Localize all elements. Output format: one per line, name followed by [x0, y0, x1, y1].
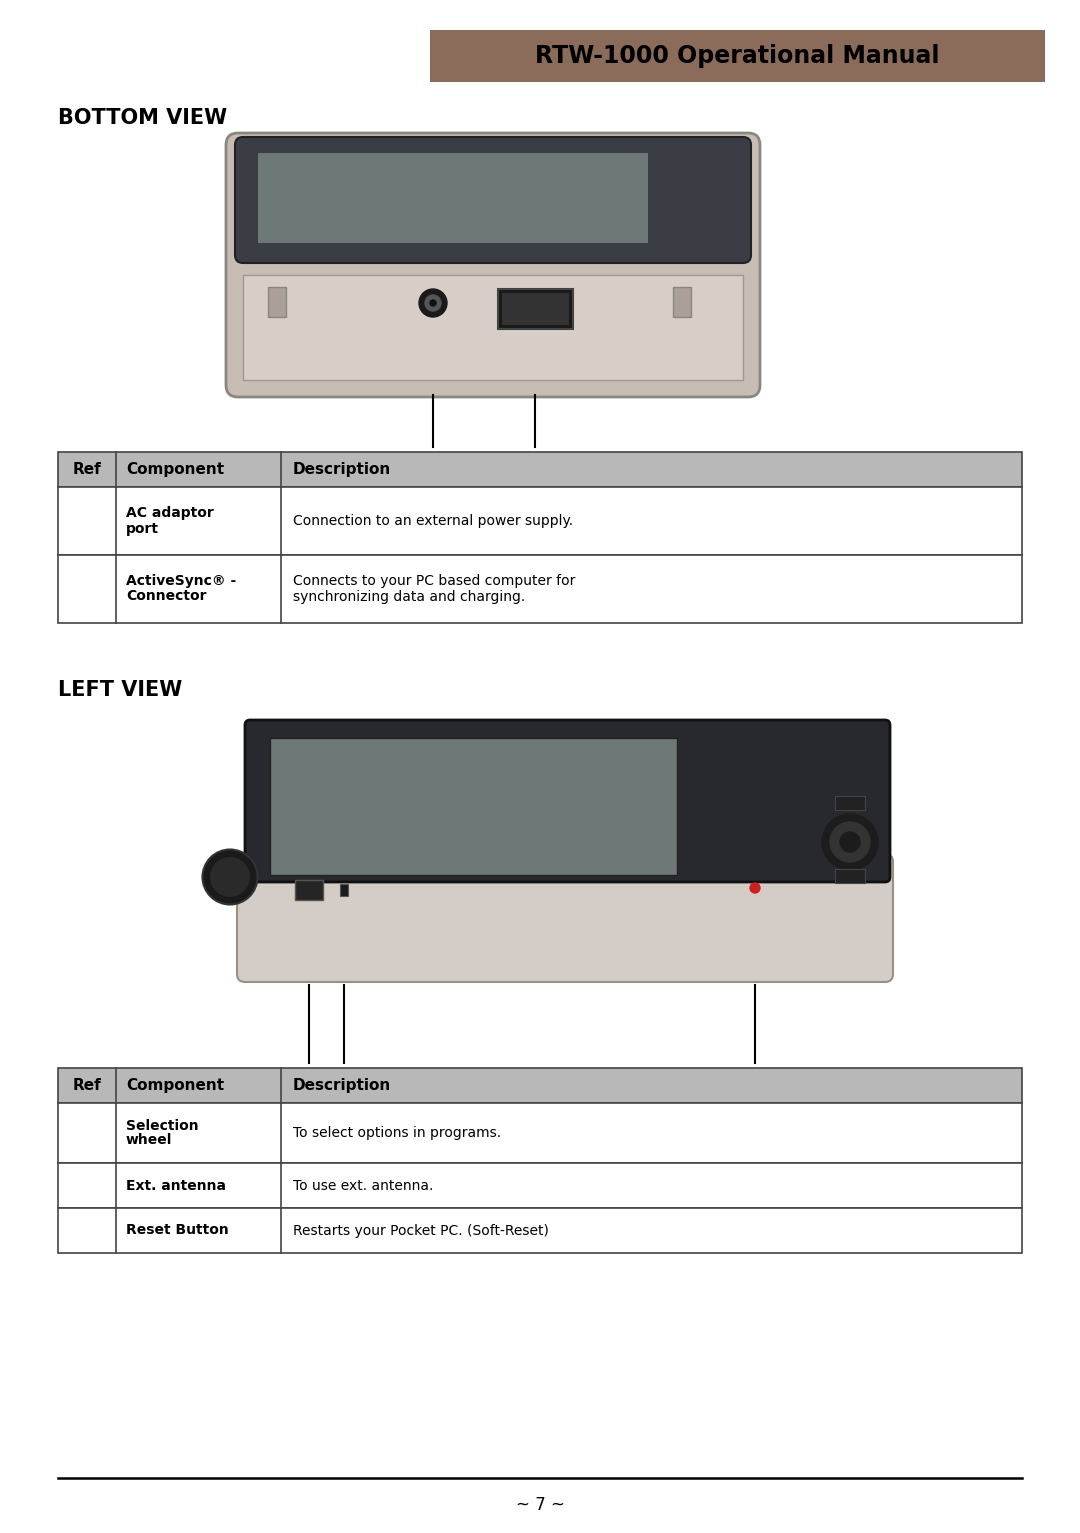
Ellipse shape: [203, 849, 257, 904]
Bar: [835, 869, 865, 883]
Bar: [58, 555, 1022, 622]
Bar: [430, 31, 1045, 81]
Bar: [58, 452, 1022, 487]
FancyBboxPatch shape: [235, 136, 751, 264]
Text: Restarts your Pocket PC. (Soft‑Reset): Restarts your Pocket PC. (Soft‑Reset): [293, 1223, 549, 1237]
Text: ~ 7 ~: ~ 7 ~: [515, 1496, 565, 1515]
Bar: [58, 1164, 1022, 1208]
Circle shape: [750, 883, 760, 894]
Text: Ref: Ref: [72, 461, 102, 477]
FancyBboxPatch shape: [245, 721, 890, 881]
Text: Component: Component: [126, 461, 225, 477]
Text: Reset Button: Reset Button: [126, 1223, 229, 1237]
Bar: [270, 737, 677, 875]
Text: BOTTOM VIEW: BOTTOM VIEW: [58, 107, 227, 127]
Bar: [673, 287, 691, 317]
Bar: [58, 1069, 1022, 1104]
Text: wheel: wheel: [126, 1133, 173, 1148]
Bar: [258, 153, 648, 244]
Text: Connection to an external power supply.: Connection to an external power supply.: [293, 514, 573, 527]
Text: LEFT VIEW: LEFT VIEW: [58, 681, 183, 701]
Bar: [502, 293, 569, 325]
Bar: [340, 885, 348, 895]
Bar: [58, 1104, 1022, 1164]
Text: Connector: Connector: [126, 590, 206, 604]
Bar: [835, 796, 865, 809]
Circle shape: [822, 814, 878, 871]
Text: AC adaptor: AC adaptor: [126, 506, 214, 521]
Text: Selection: Selection: [126, 1119, 199, 1133]
Bar: [498, 290, 573, 330]
Text: Description: Description: [293, 461, 391, 477]
FancyBboxPatch shape: [237, 854, 893, 983]
Bar: [268, 287, 286, 317]
Bar: [58, 487, 1022, 555]
Text: To select options in programs.: To select options in programs.: [293, 1127, 501, 1141]
Text: port: port: [126, 521, 159, 535]
Circle shape: [419, 290, 447, 317]
Bar: [58, 1208, 1022, 1252]
Text: Ref: Ref: [72, 1078, 102, 1093]
Text: Connects to your PC based computer for: Connects to your PC based computer for: [293, 575, 576, 589]
Circle shape: [831, 822, 870, 862]
Text: ActiveSync® -: ActiveSync® -: [126, 575, 237, 589]
Bar: [243, 274, 743, 380]
Text: To use ext. antenna.: To use ext. antenna.: [293, 1179, 433, 1193]
Text: Component: Component: [126, 1078, 225, 1093]
Text: Description: Description: [293, 1078, 391, 1093]
Circle shape: [840, 832, 860, 852]
Bar: [295, 880, 323, 900]
FancyBboxPatch shape: [226, 133, 760, 397]
Ellipse shape: [210, 857, 249, 897]
Text: Ext. antenna: Ext. antenna: [126, 1179, 226, 1193]
Text: RTW-1000 Operational Manual: RTW-1000 Operational Manual: [536, 44, 940, 67]
Circle shape: [426, 294, 441, 311]
Text: synchronizing data and charging.: synchronizing data and charging.: [293, 590, 525, 604]
Circle shape: [430, 300, 436, 307]
